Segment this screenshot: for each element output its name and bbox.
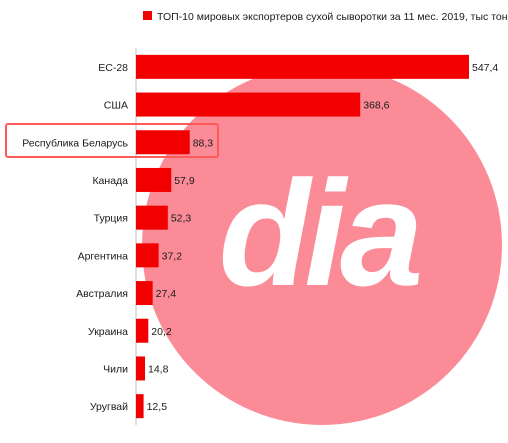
- category-labels: ЕС-28 США Республика Беларусь Канада Турция А…: [22, 62, 128, 413]
- value-label: 12,5: [147, 401, 168, 413]
- value-label: 14,8: [148, 363, 169, 375]
- bar-украина: [136, 318, 149, 343]
- value-label: 88,3: [193, 137, 214, 149]
- value-label: 20,2: [151, 326, 172, 338]
- value-label: 37,2: [162, 250, 183, 262]
- category-label: США: [104, 100, 128, 112]
- value-labels: 547,4 368,6 88,3 57,9 52,3 37,2 27,4 20,2 14,8 12…: [147, 62, 499, 413]
- value-label: 57,9: [174, 175, 195, 187]
- legend: ТОП-10 мировых экспортеров сухой сыворот…: [143, 11, 508, 23]
- bar-турция: [136, 205, 168, 230]
- bars: [136, 54, 469, 419]
- value-label: 27,4: [156, 288, 177, 300]
- watermark-circle: [142, 65, 502, 425]
- bar-чили: [136, 356, 146, 381]
- category-label: Чили: [103, 363, 128, 375]
- category-label: Австралия: [76, 288, 128, 300]
- category-label: Украина: [88, 326, 128, 338]
- bar-республика-беларусь: [136, 130, 190, 155]
- bar-ес-28: [136, 54, 469, 79]
- legend-swatch: [143, 11, 152, 20]
- category-label: Канада: [92, 175, 128, 187]
- category-label: Уругвай: [90, 401, 128, 413]
- bar-канада: [136, 167, 172, 192]
- category-label: Турция: [94, 213, 128, 225]
- value-label: 368,6: [363, 100, 389, 112]
- category-label: ЕС-28: [98, 62, 128, 74]
- watermark-logo-text: dia: [219, 149, 420, 317]
- legend-label: ТОП-10 мировых экспортеров сухой сыворот…: [157, 11, 508, 23]
- value-label: 52,3: [171, 213, 192, 225]
- watermark-logo: dia: [142, 65, 502, 425]
- highlight-box: [5, 123, 219, 158]
- category-label: Республика Беларусь: [22, 137, 128, 149]
- bar-австралия: [136, 281, 153, 306]
- value-label: 547,4: [472, 62, 498, 74]
- bar-аргентина: [136, 243, 159, 268]
- category-label: Аргентина: [78, 250, 129, 262]
- bar-уругвай: [136, 394, 144, 419]
- bar-сша: [136, 92, 361, 117]
